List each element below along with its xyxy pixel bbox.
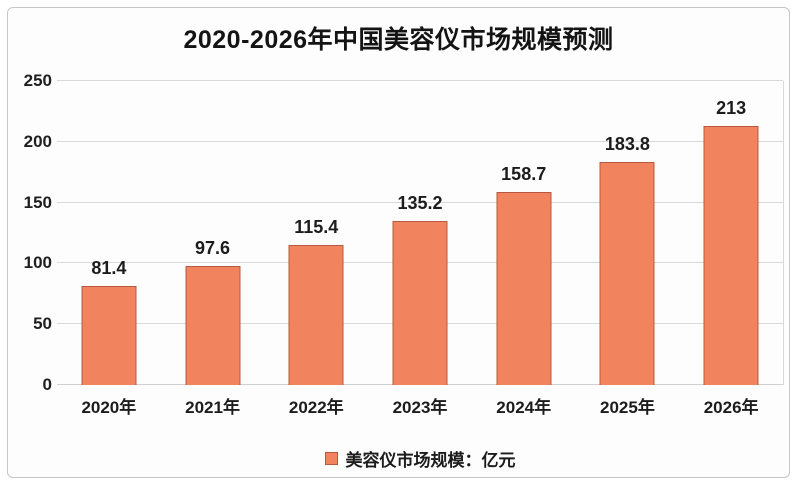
chart-card: 2020-2026年中国美容仪市场规模预测 81.4 97.6 115.4 135.2… bbox=[7, 7, 790, 478]
bar-column-2020年: 81.4 bbox=[57, 81, 161, 385]
x-label-2025年: 2025年 bbox=[600, 398, 655, 417]
bar-2020年 bbox=[81, 286, 137, 385]
chart-title: 2020-2026年中国美容仪市场规模预测 bbox=[183, 26, 614, 54]
bar-2023年 bbox=[392, 220, 448, 385]
plot-area: 81.4 97.6 115.4 135.2 158.7 183.8 213 bbox=[57, 80, 784, 385]
bar-value-2024年: 158.7 bbox=[501, 164, 547, 185]
bar-2026年 bbox=[703, 126, 759, 385]
x-label-2021年: 2021年 bbox=[185, 398, 240, 417]
bar-value-2023年: 135.2 bbox=[397, 192, 443, 213]
bar-value-2026年: 213 bbox=[716, 98, 747, 118]
bar-column-2024年: 158.7 bbox=[472, 81, 576, 385]
x-label-2026年: 2026年 bbox=[703, 398, 759, 417]
y-tick-label-150: 150 bbox=[23, 192, 52, 212]
bar-column-2026年: 213 bbox=[679, 81, 783, 385]
bar-2024年 bbox=[496, 192, 552, 385]
gridline-250 bbox=[57, 80, 783, 81]
legend-label: 美容仪市场规模：亿元 bbox=[345, 451, 516, 470]
bar-value-2022年: 115.4 bbox=[294, 216, 339, 237]
bar-2025年 bbox=[599, 161, 655, 385]
bar-column-2023年: 135.2 bbox=[368, 81, 472, 385]
bar-column-2025年: 183.8 bbox=[576, 81, 680, 385]
legend: 美容仪市场规模：亿元 bbox=[57, 446, 783, 471]
x-label-2023年: 2023年 bbox=[392, 398, 448, 417]
x-label-2022年: 2022年 bbox=[288, 398, 344, 417]
y-tick-label-100: 100 bbox=[23, 253, 52, 273]
y-tick-label-200: 200 bbox=[23, 131, 52, 151]
bar-2021年 bbox=[185, 266, 241, 385]
x-label-2024年: 2024年 bbox=[496, 398, 552, 417]
x-label-2020年: 2020年 bbox=[81, 398, 137, 417]
legend-swatch-icon bbox=[324, 452, 338, 465]
bar-column-2021年: 97.6 bbox=[161, 81, 265, 385]
bar-value-2025年: 183.8 bbox=[604, 133, 650, 154]
gridline-200 bbox=[57, 140, 783, 142]
bar-value-2021年: 97.6 bbox=[195, 238, 231, 259]
gridline-150 bbox=[57, 201, 783, 203]
y-tick-label-0: 0 bbox=[42, 375, 52, 394]
y-tick-label-250: 250 bbox=[23, 71, 52, 90]
bar-column-2022年: 115.4 bbox=[264, 81, 368, 385]
y-tick-label-50: 50 bbox=[33, 314, 52, 334]
bar-2022年 bbox=[288, 244, 344, 385]
bar-value-2020年: 81.4 bbox=[91, 258, 127, 279]
